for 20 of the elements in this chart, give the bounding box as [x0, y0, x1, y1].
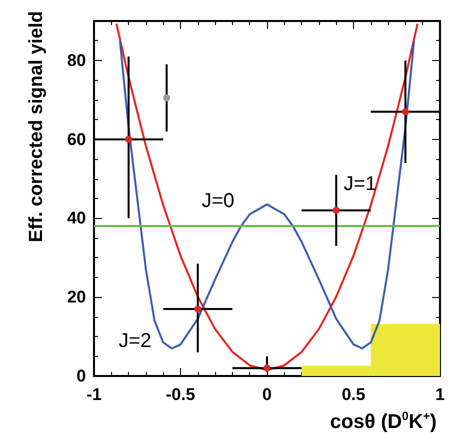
x-tick-label: -0.5: [166, 385, 196, 404]
y-tick-label: 0: [76, 366, 86, 386]
point: [264, 364, 270, 372]
point: [402, 108, 409, 116]
annotation: J=0: [202, 190, 234, 212]
point: [332, 206, 340, 214]
x-tick-label: 0: [262, 385, 272, 404]
y-axis-title: Eff. corrected signal yield: [26, 11, 47, 242]
y-tick-label: 60: [67, 130, 86, 149]
x-tick-label: 1: [435, 385, 445, 404]
x-tick-label: 0.5: [342, 385, 366, 404]
y-tick-label: 20: [67, 288, 86, 307]
annotation: J=1: [344, 173, 376, 195]
point: [194, 305, 202, 312]
y-tick-label: 40: [67, 208, 86, 228]
point: [163, 94, 170, 102]
annotation: J=2: [118, 330, 152, 352]
y-tick-label: 80: [67, 50, 86, 70]
point: [125, 136, 132, 143]
x-tick-label: -1: [86, 385, 102, 404]
